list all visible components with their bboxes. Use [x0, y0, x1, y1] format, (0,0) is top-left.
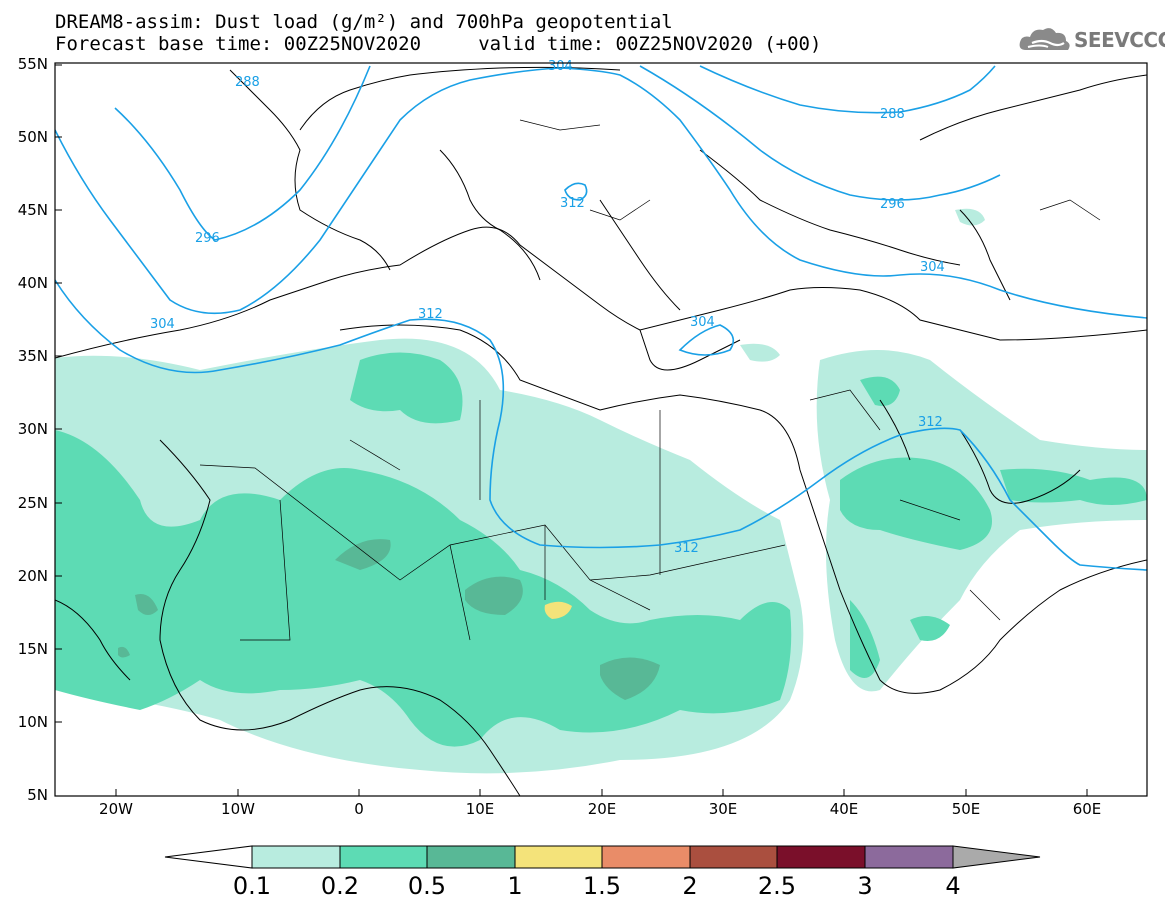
- lat-label: 45N: [17, 201, 48, 219]
- contour-label: 304: [920, 260, 945, 275]
- lat-label: 35N: [17, 347, 48, 365]
- colorbar-label: 0.5: [407, 872, 447, 900]
- lon-label: 10W: [221, 800, 255, 818]
- colorbar-bin: [251, 845, 341, 869]
- contour-label: 304: [690, 315, 715, 330]
- colorbar-under: [164, 845, 253, 869]
- seevccc-logo: SEEVCCC: [1018, 24, 1165, 58]
- colorbar-bin: [514, 845, 603, 869]
- geopotential-contours: [55, 65, 1147, 571]
- logo-text: SEEVCCC: [1074, 28, 1165, 52]
- lat-label: 55N: [17, 55, 48, 73]
- colorbar: [164, 845, 1041, 869]
- lat-label: 10N: [17, 713, 48, 731]
- dust-shading-peak: [544, 601, 572, 619]
- colorbar-bin: [864, 845, 954, 869]
- contour-label: 288: [235, 75, 260, 90]
- cloud-icon: [1019, 28, 1070, 50]
- map-title: DREAM8-assim: Dust load (g/m²) and 700hP…: [55, 11, 673, 33]
- colorbar-label: 0.2: [320, 872, 360, 900]
- colorbar-label: 3: [857, 872, 873, 900]
- contour-label: 288: [880, 107, 905, 122]
- colorbar-label: 1: [507, 872, 523, 900]
- colorbar-bin: [339, 845, 428, 869]
- lat-label: 50N: [17, 128, 48, 146]
- colorbar-label: 1.5: [582, 872, 622, 900]
- lat-label: 25N: [17, 494, 48, 512]
- colorbar-label: 2.5: [757, 872, 797, 900]
- forecast-times: Forecast base time: 00Z25NOV2020 valid t…: [55, 33, 822, 55]
- contour-label: 312: [418, 307, 443, 322]
- lon-label: 50E: [951, 800, 981, 818]
- contour-label: 312: [918, 415, 943, 430]
- lon-label: 60E: [1072, 800, 1102, 818]
- lat-label: 5N: [27, 786, 48, 804]
- coastlines: [55, 66, 1147, 796]
- colorbar-bin: [601, 845, 691, 869]
- contour-label: 312: [674, 541, 699, 556]
- colorbar-label: 0.1: [232, 872, 272, 900]
- lat-label: 15N: [17, 640, 48, 658]
- contour-label: 304: [150, 317, 175, 332]
- contour-label: 304: [548, 59, 573, 74]
- lon-label: 20W: [99, 800, 133, 818]
- lat-label: 20N: [17, 567, 48, 585]
- lat-label: 30N: [17, 420, 48, 438]
- lon-label: 10E: [465, 800, 495, 818]
- lon-label: 30E: [708, 800, 738, 818]
- contour-label: 296: [880, 197, 905, 212]
- lat-label: 40N: [17, 274, 48, 292]
- contour-label: 312: [560, 196, 585, 211]
- colorbar-bin: [689, 845, 778, 869]
- country-borders: [199, 119, 1101, 641]
- colorbar-over: [952, 845, 1041, 869]
- contour-label-group: 288 288 296 296 304 304 304 304 312 312 …: [150, 59, 945, 556]
- lon-label: 0: [354, 800, 364, 818]
- contour-label: 296: [195, 231, 220, 246]
- axis-ticks: [55, 64, 1088, 796]
- lon-label: 20E: [587, 800, 617, 818]
- lon-label: 40E: [829, 800, 859, 818]
- colorbar-label: 2: [682, 872, 698, 900]
- colorbar-bin: [426, 845, 516, 869]
- colorbar-bin: [776, 845, 866, 869]
- colorbar-label: 4: [945, 872, 961, 900]
